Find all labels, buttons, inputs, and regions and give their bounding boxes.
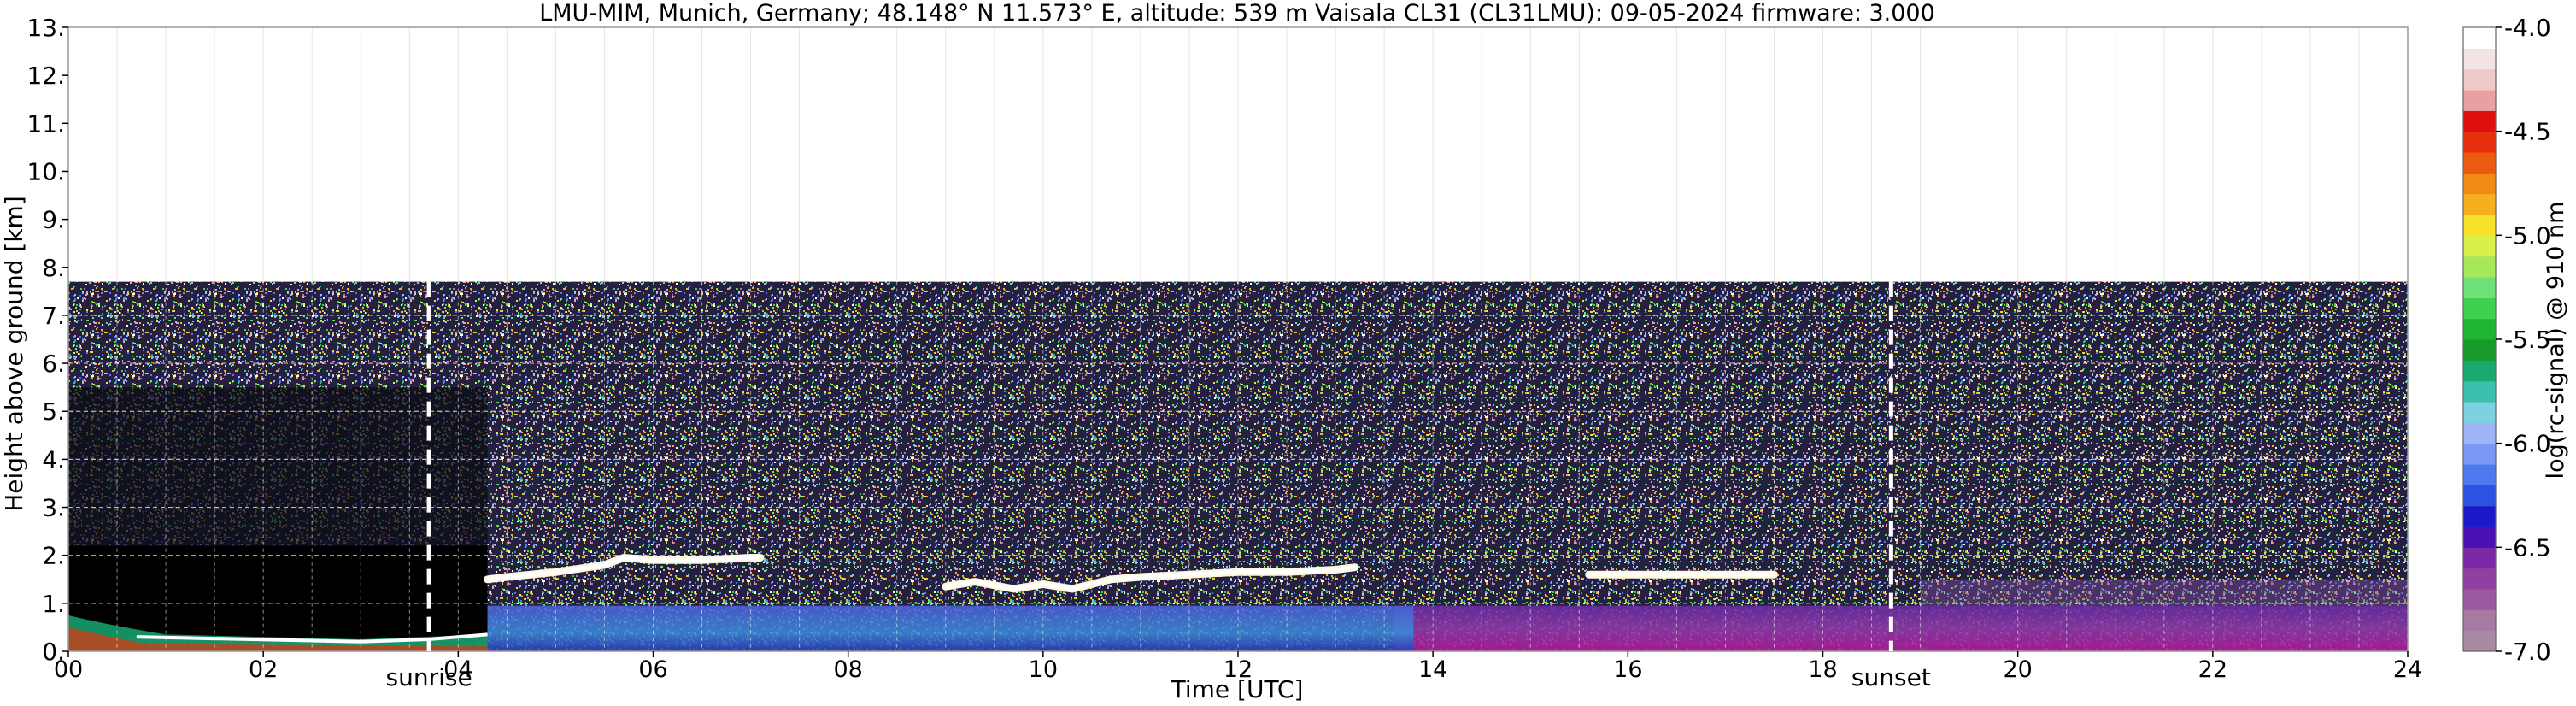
y-tick-label: 1. <box>42 590 65 618</box>
annotations: sunrise sunset <box>386 281 1931 691</box>
chart-title: LMU-MIM, Munich, Germany; 48.148° N 11.5… <box>539 0 1935 26</box>
colorbar-segment <box>2463 173 2496 195</box>
colorbar-segment <box>2463 527 2496 548</box>
colorbar-tick-label: -6.5 <box>2504 533 2551 562</box>
colorbar-segment <box>2463 256 2496 278</box>
y-axis: 0. 1. 2. 3. 4. 5. 6. 7. 8. 9. 10. 11. 12. 13. <box>26 14 68 666</box>
y-tick-label: 2. <box>42 542 65 570</box>
y-tick-label: 9. <box>42 206 65 234</box>
colorbar: -4.0 -4.5 -5.0 -5.5 -6.0 -6.5 -7.0 <box>2462 14 2551 666</box>
sunset-label: sunset <box>1851 663 1931 691</box>
y-tick-label: 4. <box>42 445 65 474</box>
x-tick-label: 16 <box>1613 656 1642 683</box>
colorbar-segment <box>2463 609 2496 632</box>
x-tick-label: 00 <box>54 656 83 683</box>
surface-strong-layer <box>68 627 488 651</box>
x-tick-label: 12 <box>1223 656 1253 683</box>
colorbar-segment <box>2463 235 2496 257</box>
cloud-layer-core-0 <box>487 556 760 581</box>
colorbar-segment <box>2463 360 2496 382</box>
y-tick-label: 0. <box>42 638 65 666</box>
colorbar-segment <box>2463 568 2496 590</box>
colorbar-segment <box>2463 215 2496 236</box>
x-tick-label: 06 <box>638 656 667 683</box>
colorbar-segment <box>2463 422 2496 444</box>
colorbar-segment <box>2463 193 2496 215</box>
colorbar-segment <box>2463 68 2496 91</box>
x-axis-label: Time [UTC] <box>1171 675 1304 703</box>
x-tick-label: 24 <box>2393 656 2422 683</box>
night-inversion-line <box>136 632 488 644</box>
x-tick-label: 22 <box>2198 656 2227 683</box>
y-tick-label: 8. <box>42 254 65 282</box>
colorbar-label: log(rc-signal) @ 910 nm <box>2543 202 2569 479</box>
x-tick-label: 10 <box>1029 656 1058 683</box>
colorbar-segment <box>2463 48 2496 70</box>
grid <box>67 27 2409 651</box>
colorbar-segment <box>2463 505 2496 527</box>
colorbar-segment <box>2463 339 2496 361</box>
colorbar-segment <box>2463 443 2496 465</box>
x-tick-label: 20 <box>2003 656 2032 683</box>
colorbar-tick-label: -5.5 <box>2504 326 2551 354</box>
cloud-layer-core-1 <box>945 565 1356 591</box>
colorbar-tick-label: -4.0 <box>2504 14 2551 42</box>
y-tick-label: 7. <box>42 302 65 330</box>
boundary-layer <box>1394 605 2408 651</box>
night-core <box>68 545 488 639</box>
colorbar-tick-label: -4.5 <box>2504 118 2551 146</box>
colorbar-segment <box>2463 297 2496 320</box>
colorbar-segment <box>2463 131 2496 153</box>
colorbar-segment <box>2463 90 2496 111</box>
colorbar-segment <box>2463 547 2496 569</box>
colorbar-segment <box>2463 402 2496 423</box>
x-tick-label: 18 <box>1808 656 1837 683</box>
colorbar-tick-label: -7.0 <box>2504 638 2551 666</box>
y-axis-label: Height above ground [km] <box>0 196 28 512</box>
colorbar-segment <box>2463 485 2496 507</box>
colorbar-segment <box>2463 589 2496 610</box>
x-tick-label: 02 <box>249 656 278 683</box>
y-tick-label: 13. <box>26 14 65 42</box>
colorbar-segment <box>2463 380 2496 403</box>
y-tick-label: 11. <box>26 109 65 138</box>
y-tick-label: 3. <box>42 494 65 522</box>
x-axis: 00 02 04 06 08 10 12 14 16 18 20 22 24 <box>54 651 2422 683</box>
y-tick-label: 5. <box>42 397 65 426</box>
x-tick-label: 08 <box>833 656 862 683</box>
y-tick-label: 6. <box>42 350 65 378</box>
colorbar-segment <box>2463 110 2496 132</box>
aerosol-layer <box>487 605 1414 651</box>
colorbar-segment <box>2463 27 2496 49</box>
x-tick-label: 14 <box>1418 656 1447 683</box>
sunrise-label: sunrise <box>386 663 472 691</box>
colorbar-tick-label: -6.0 <box>2504 430 2551 458</box>
y-tick-label: 12. <box>26 62 65 90</box>
colorbar-tick-label: -5.0 <box>2504 221 2551 250</box>
colorbar-segment <box>2463 630 2496 652</box>
x-tick-label: 04 <box>443 656 472 683</box>
colorbar-segment <box>2463 464 2496 485</box>
colorbar-segment <box>2463 152 2496 174</box>
y-tick-label: 10. <box>26 157 65 185</box>
colorbar-segment <box>2463 318 2496 340</box>
colorbar-segment <box>2463 277 2496 298</box>
